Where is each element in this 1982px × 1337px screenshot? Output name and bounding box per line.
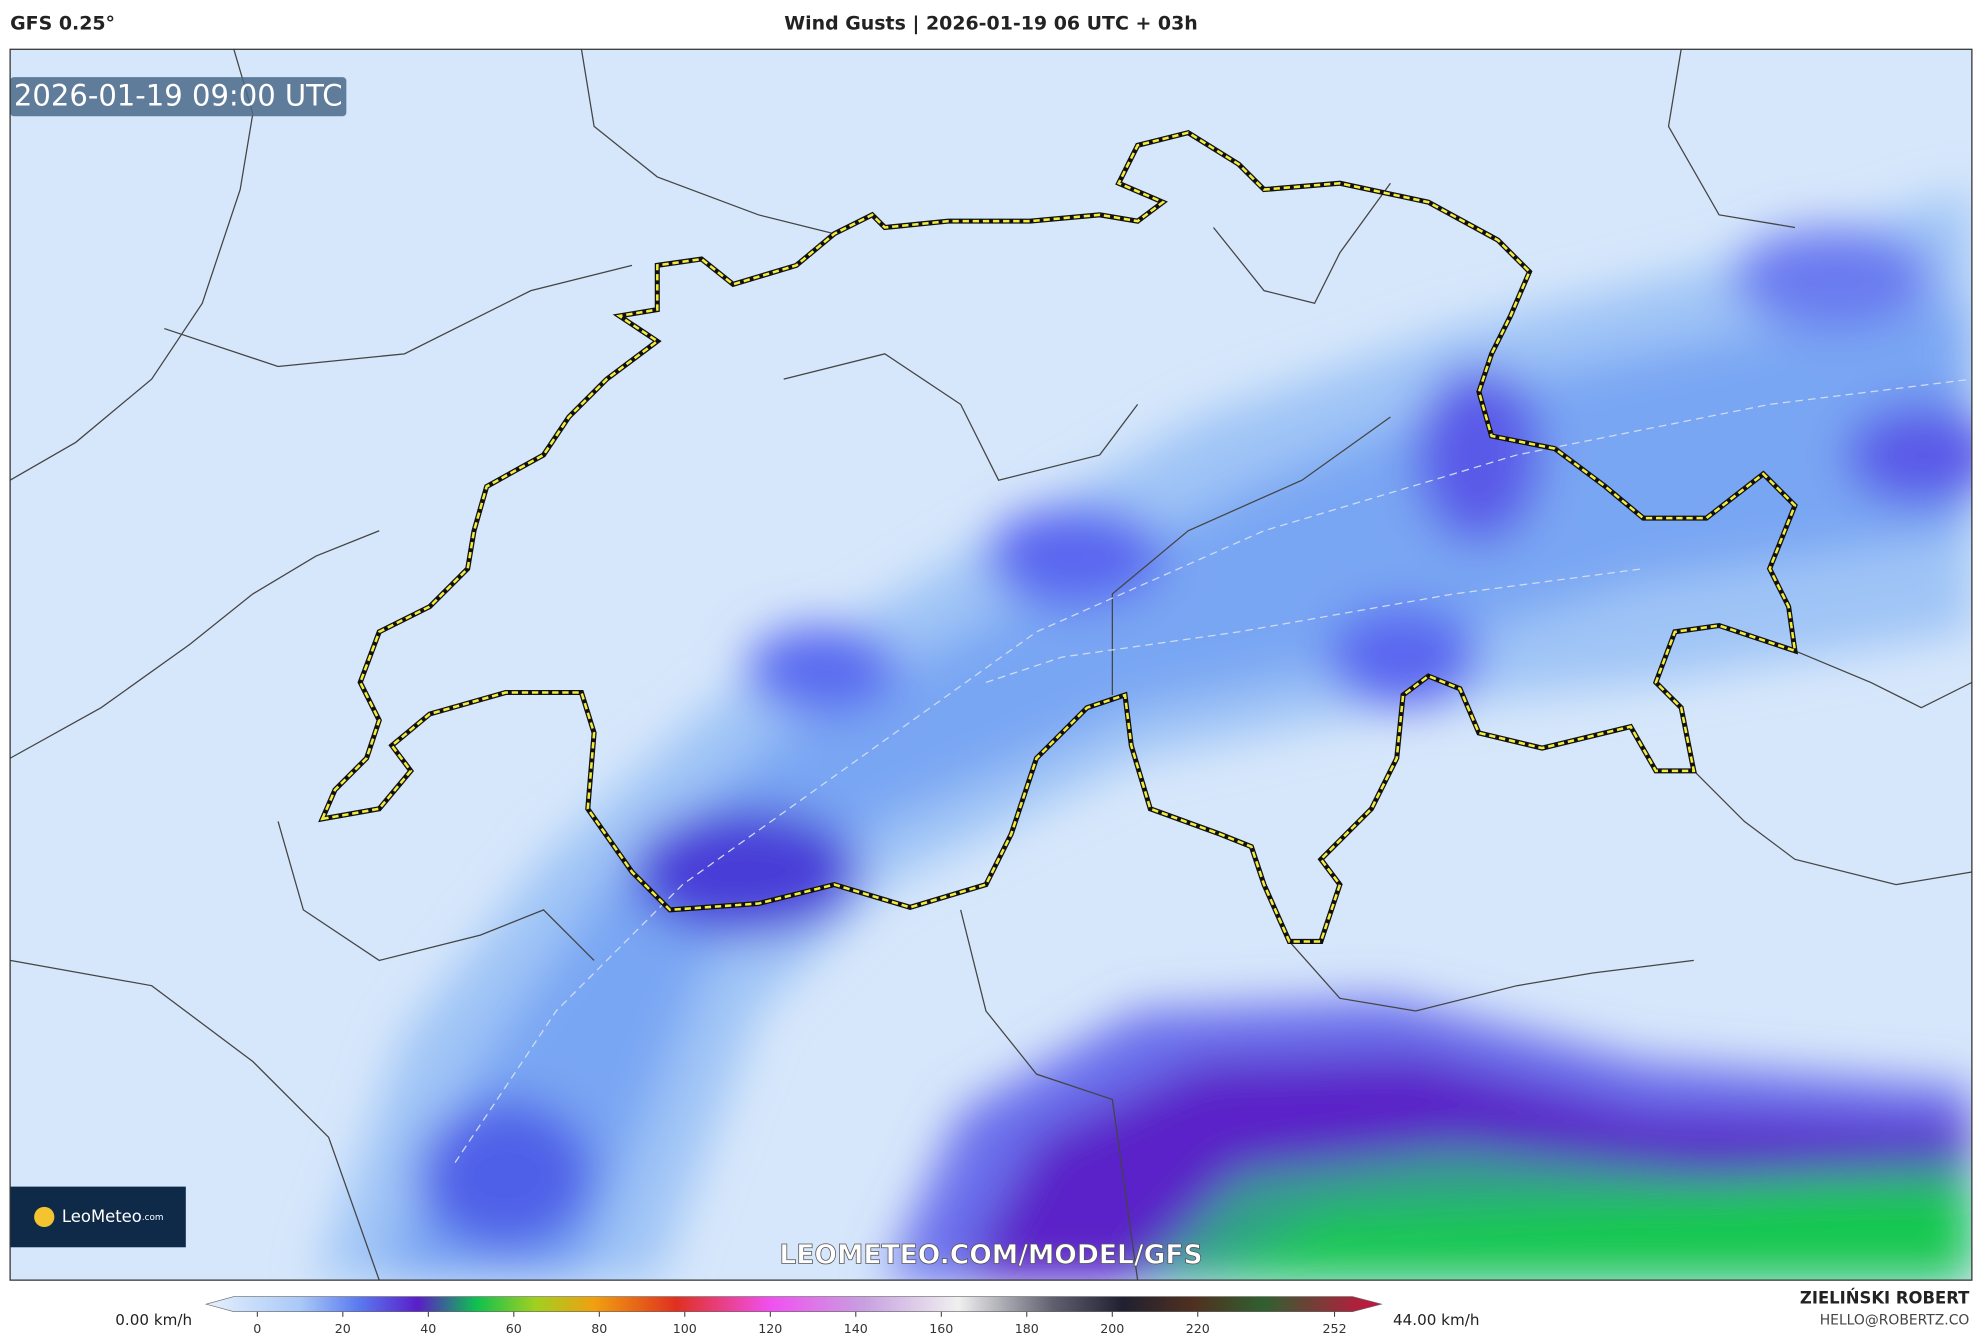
watermark: LEOMETEO.COM/MODEL/GFS — [779, 1240, 1202, 1271]
colorbar-tick-label: 220 — [1186, 1321, 1210, 1336]
logo-text: LeoMeteo.com — [62, 1206, 164, 1225]
colorbar-tick-label: 252 — [1323, 1321, 1347, 1336]
colorbar-min-label: 0.00 km/h — [115, 1311, 192, 1329]
swiss-border — [320, 131, 1797, 943]
map-frame — [9, 48, 1973, 1281]
colorbar-max-label: 44.00 km/h — [1393, 1311, 1479, 1329]
email: HELLO@ROBERTZ.CO — [1820, 1313, 1970, 1329]
timestamp-box — [10, 77, 347, 117]
colorbar-tick-label: 20 — [335, 1321, 351, 1336]
routes — [454, 378, 1972, 1163]
colorbar-tick-label: 120 — [758, 1321, 782, 1336]
map-title: Wind Gusts | 2026-01-19 06 UTC + 03h — [784, 13, 1198, 35]
colorbar-tick-label: 200 — [1100, 1321, 1124, 1336]
author: ZIELIŃSKI ROBERT — [1800, 1289, 1970, 1308]
colorbar-tick-label: 40 — [420, 1321, 436, 1336]
colorbar-tick-label: 140 — [844, 1321, 868, 1336]
colorbar-tick-label: 60 — [506, 1321, 522, 1336]
colorbar — [204, 1296, 1383, 1313]
timestamp: 2026-01-19 09:00 UTC — [14, 78, 343, 112]
colorbar-tick-label: 180 — [1015, 1321, 1039, 1336]
model-label: GFS 0.25° — [10, 13, 115, 35]
colorbar-tick-label: 100 — [673, 1321, 697, 1336]
colorbar-ticks: 0 20 40 60 80 100 120 140 160 180 200 220 252 — [253, 1311, 1347, 1336]
logo-sun — [34, 1206, 55, 1228]
map: 2026-01-19 09:00 UTC LeoMeteo.com LEOMET… — [10, 49, 1972, 1281]
colorbar-tick-label: 160 — [929, 1321, 953, 1336]
colorbar-tick-label: 80 — [591, 1321, 607, 1336]
colorbar-tick-label: 0 — [253, 1321, 261, 1336]
